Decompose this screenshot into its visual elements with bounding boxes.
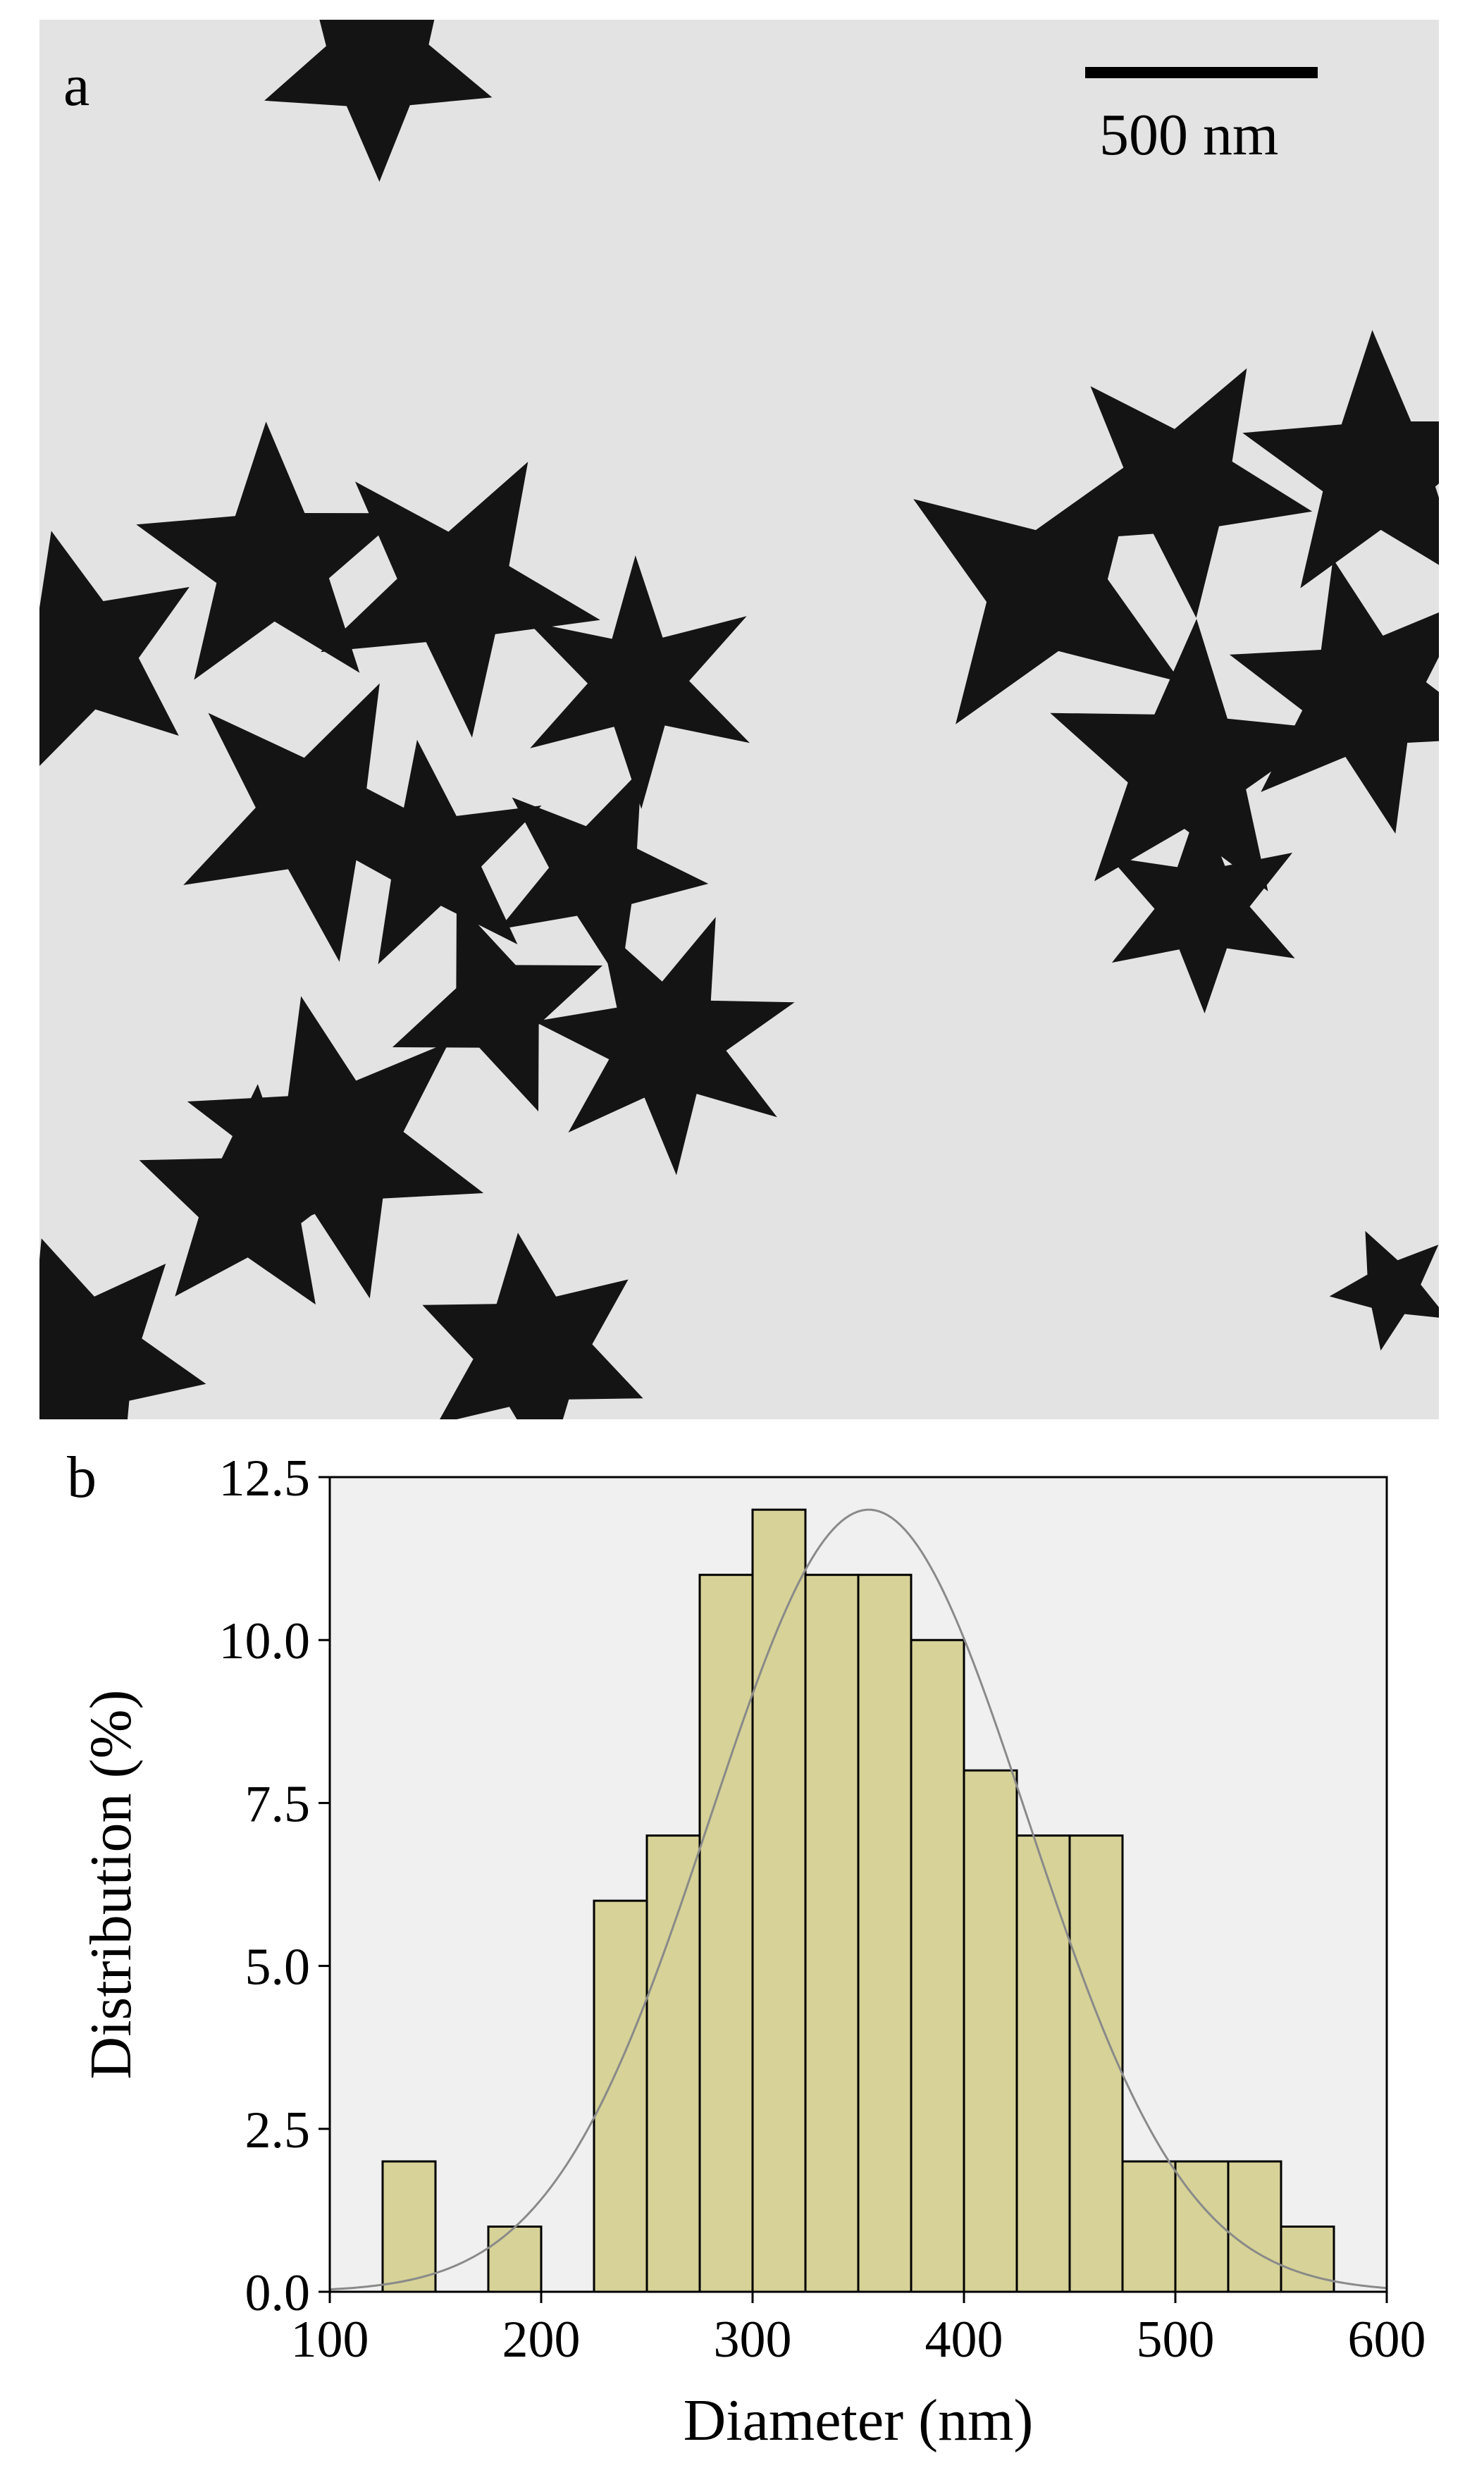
- histogram-bar: [1121, 2160, 1177, 2293]
- x-tick-label: 500: [1137, 2311, 1215, 2369]
- plot-frame: [328, 1476, 1388, 2293]
- histogram-bar: [487, 2226, 543, 2293]
- scale-bar: [1085, 67, 1318, 78]
- histogram-bar: [857, 1574, 913, 2293]
- x-tick-label: 200: [502, 2311, 581, 2369]
- y-tick-label: 12.5: [219, 1450, 311, 1507]
- y-tick-label: 2.5: [245, 2102, 311, 2159]
- x-axis-label: Diameter (nm): [684, 2388, 1034, 2453]
- scale-bar-label: 500 nm: [1099, 102, 1279, 168]
- x-tick-label: 100: [291, 2311, 369, 2369]
- x-tick-label: 400: [925, 2311, 1003, 2369]
- x-tick-label: 300: [714, 2311, 792, 2369]
- histogram-bar: [1227, 2160, 1282, 2293]
- histogram-bar: [1280, 2226, 1335, 2293]
- histogram-bar: [698, 1574, 754, 2293]
- histogram-bar: [1068, 1834, 1124, 2293]
- tem-micrograph: [39, 20, 1439, 1419]
- nanostar-particles: [39, 20, 1439, 1419]
- y-tick-label: 0.0: [245, 2264, 311, 2322]
- histogram-bar: [1015, 1834, 1071, 2293]
- histogram-bar: [910, 1639, 965, 2293]
- x-tick-label: 600: [1348, 2311, 1426, 2369]
- histogram-bar: [381, 2160, 437, 2293]
- panel-b-letter: b: [67, 1445, 97, 1510]
- histogram-bar: [645, 1834, 701, 2293]
- panel-a-letter: a: [63, 53, 90, 118]
- size-distribution-histogram: 100 200 300 400 500 600 0.0 2.5 5.0 7.5 10.0 12.5 D…: [78, 1450, 1426, 2453]
- y-tick-label: 5.0: [245, 1939, 311, 1997]
- y-tick-label: 7.5: [245, 1775, 311, 1833]
- gaussian-fit-curve: [329, 1508, 1387, 2291]
- histogram-bar: [963, 1769, 1018, 2293]
- histogram-bar: [804, 1574, 860, 2293]
- y-tick-label: 10.0: [219, 1612, 311, 1670]
- histogram-bar: [593, 1899, 648, 2293]
- y-axis-label: Distribution (%): [78, 1690, 144, 2080]
